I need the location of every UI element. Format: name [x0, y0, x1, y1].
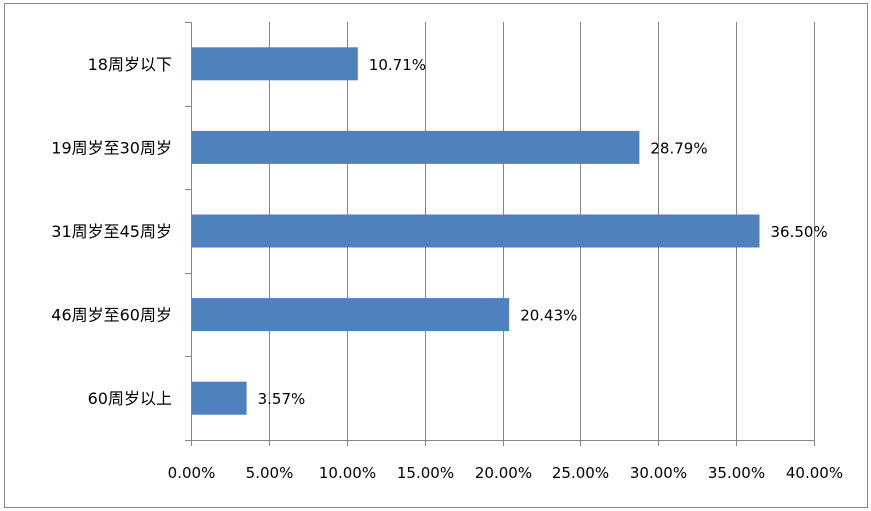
- bar: [192, 47, 358, 81]
- x-tick-label: 20.00%: [475, 464, 532, 482]
- data-label: 3.57%: [258, 390, 306, 408]
- bar: [192, 298, 510, 332]
- data-label: 36.50%: [770, 223, 827, 241]
- labels: 0.00% 5.00% 10.00% 15.00% 20.00% 25.00% 30.00%…: [51, 55, 843, 482]
- category-label: 31周岁至45周岁: [51, 222, 172, 241]
- bar: [192, 381, 247, 415]
- x-tick-label: 0.00%: [168, 464, 216, 482]
- category-label: 18周岁以下: [88, 55, 172, 74]
- x-tick-label: 5.00%: [246, 464, 294, 482]
- x-tick-label: 15.00%: [397, 464, 454, 482]
- category-label: 19周岁至30周岁: [51, 138, 172, 157]
- category-label: 60周岁以上: [88, 389, 172, 408]
- axes: [185, 22, 815, 446]
- bar: [192, 130, 640, 164]
- chart-frame: [4, 3, 868, 508]
- bars: [192, 47, 760, 415]
- data-label: 10.71%: [369, 56, 426, 74]
- x-tick-label: 25.00%: [552, 464, 609, 482]
- category-label: 46周岁至60周岁: [51, 306, 172, 325]
- bar: [192, 214, 760, 248]
- x-tick-label: 30.00%: [630, 464, 687, 482]
- x-tick-label: 10.00%: [319, 464, 376, 482]
- data-label: 20.43%: [520, 307, 577, 325]
- data-label: 28.79%: [650, 139, 707, 157]
- x-tick-label: 35.00%: [708, 464, 765, 482]
- x-tick-label: 40.00%: [786, 464, 843, 482]
